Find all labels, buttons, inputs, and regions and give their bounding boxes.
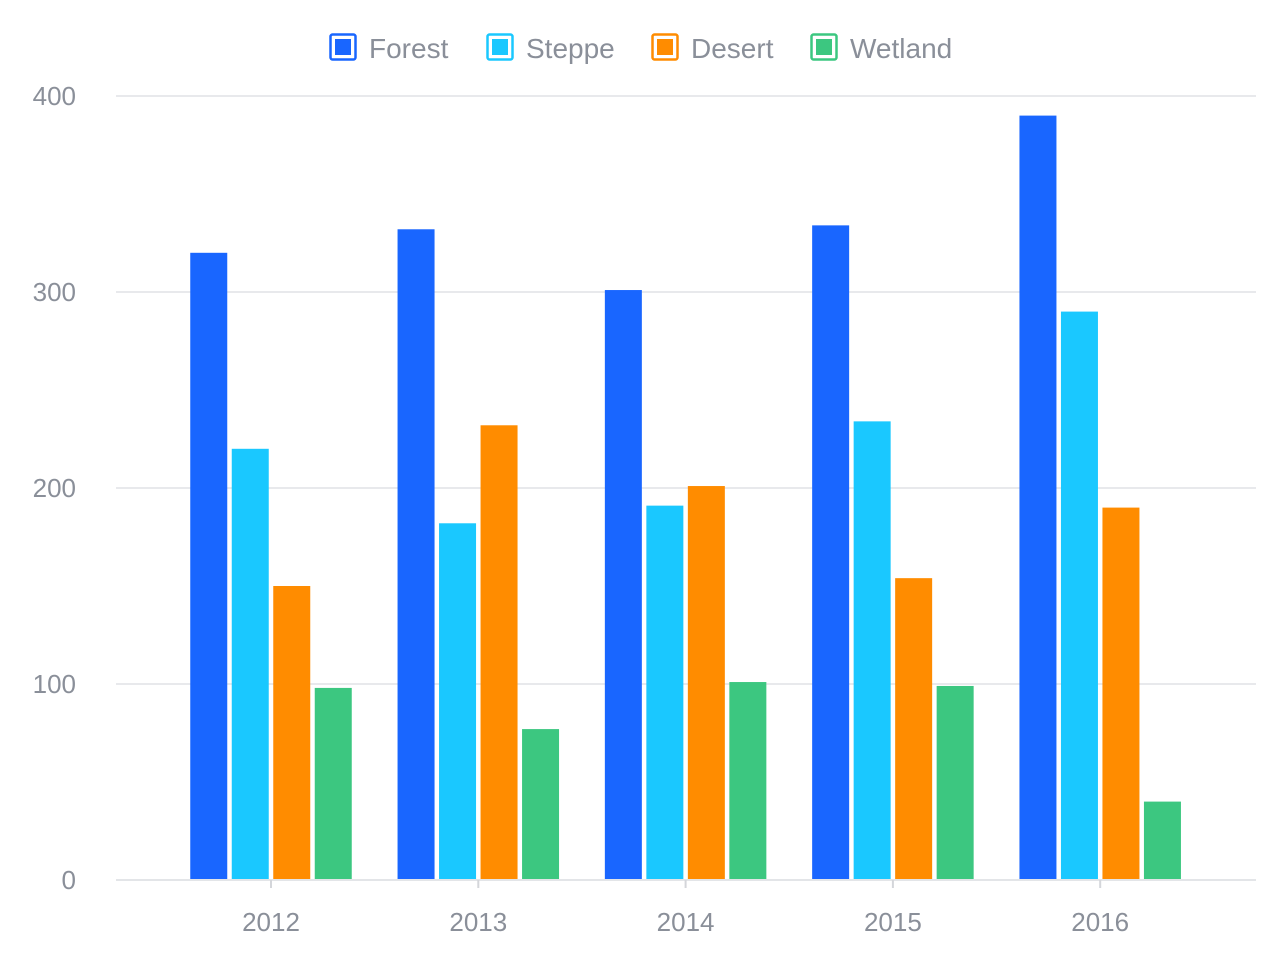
bar-wetland-2012[interactable] — [314, 687, 352, 880]
bar-desert-2016[interactable] — [1102, 507, 1140, 880]
legend-label: Steppe — [526, 33, 615, 64]
bar-forest-2014[interactable] — [604, 290, 642, 880]
x-tick-label: 2016 — [1071, 907, 1129, 937]
legend[interactable]: Forest Steppe Desert Wetland — [329, 33, 953, 64]
y-tick-label: 400 — [33, 81, 76, 111]
bar-steppe-2012[interactable] — [231, 448, 269, 880]
bar-steppe-2016[interactable] — [1060, 311, 1098, 881]
bar-forest-2015[interactable] — [812, 225, 850, 881]
x-tick-label: 2012 — [242, 907, 300, 937]
bar-desert-2014[interactable] — [687, 486, 725, 880]
legend-label: Forest — [369, 33, 449, 64]
legend-item-desert[interactable]: Desert — [651, 33, 774, 64]
legend-label: Desert — [691, 33, 774, 64]
y-tick-label: 100 — [33, 669, 76, 699]
bar-desert-2013[interactable] — [480, 425, 518, 880]
bar-desert-2015[interactable] — [895, 578, 933, 880]
bar-wetland-2014[interactable] — [729, 682, 767, 880]
y-axis: 0 100 200 300 400 — [33, 81, 76, 895]
legend-swatch — [492, 39, 508, 55]
bar-wetland-2013[interactable] — [522, 729, 560, 880]
bar-wetland-2015[interactable] — [936, 685, 974, 880]
legend-item-forest[interactable]: Forest — [329, 33, 449, 64]
bar-steppe-2015[interactable] — [853, 421, 891, 880]
x-tick-label: 2013 — [449, 907, 507, 937]
bars — [190, 115, 1181, 881]
bar-wetland-2016[interactable] — [1143, 801, 1181, 880]
legend-label: Wetland — [850, 33, 952, 64]
legend-item-wetland[interactable]: Wetland — [810, 33, 953, 64]
bar-forest-2012[interactable] — [190, 252, 228, 881]
x-axis: 2012 2013 2014 2015 2016 — [116, 879, 1256, 937]
legend-item-steppe[interactable]: Steppe — [486, 33, 615, 64]
bar-forest-2016[interactable] — [1019, 115, 1057, 881]
legend-swatch — [816, 39, 832, 55]
legend-swatch — [335, 39, 351, 55]
bar-steppe-2013[interactable] — [439, 523, 477, 880]
bar-forest-2013[interactable] — [397, 229, 435, 880]
bar-steppe-2014[interactable] — [646, 505, 684, 880]
y-tick-label: 0 — [62, 865, 76, 895]
x-tick-label: 2015 — [864, 907, 922, 937]
x-tick-label: 2014 — [657, 907, 715, 937]
y-tick-label: 300 — [33, 277, 76, 307]
bar-desert-2012[interactable] — [273, 586, 311, 880]
y-tick-label: 200 — [33, 473, 76, 503]
legend-swatch — [657, 39, 673, 55]
